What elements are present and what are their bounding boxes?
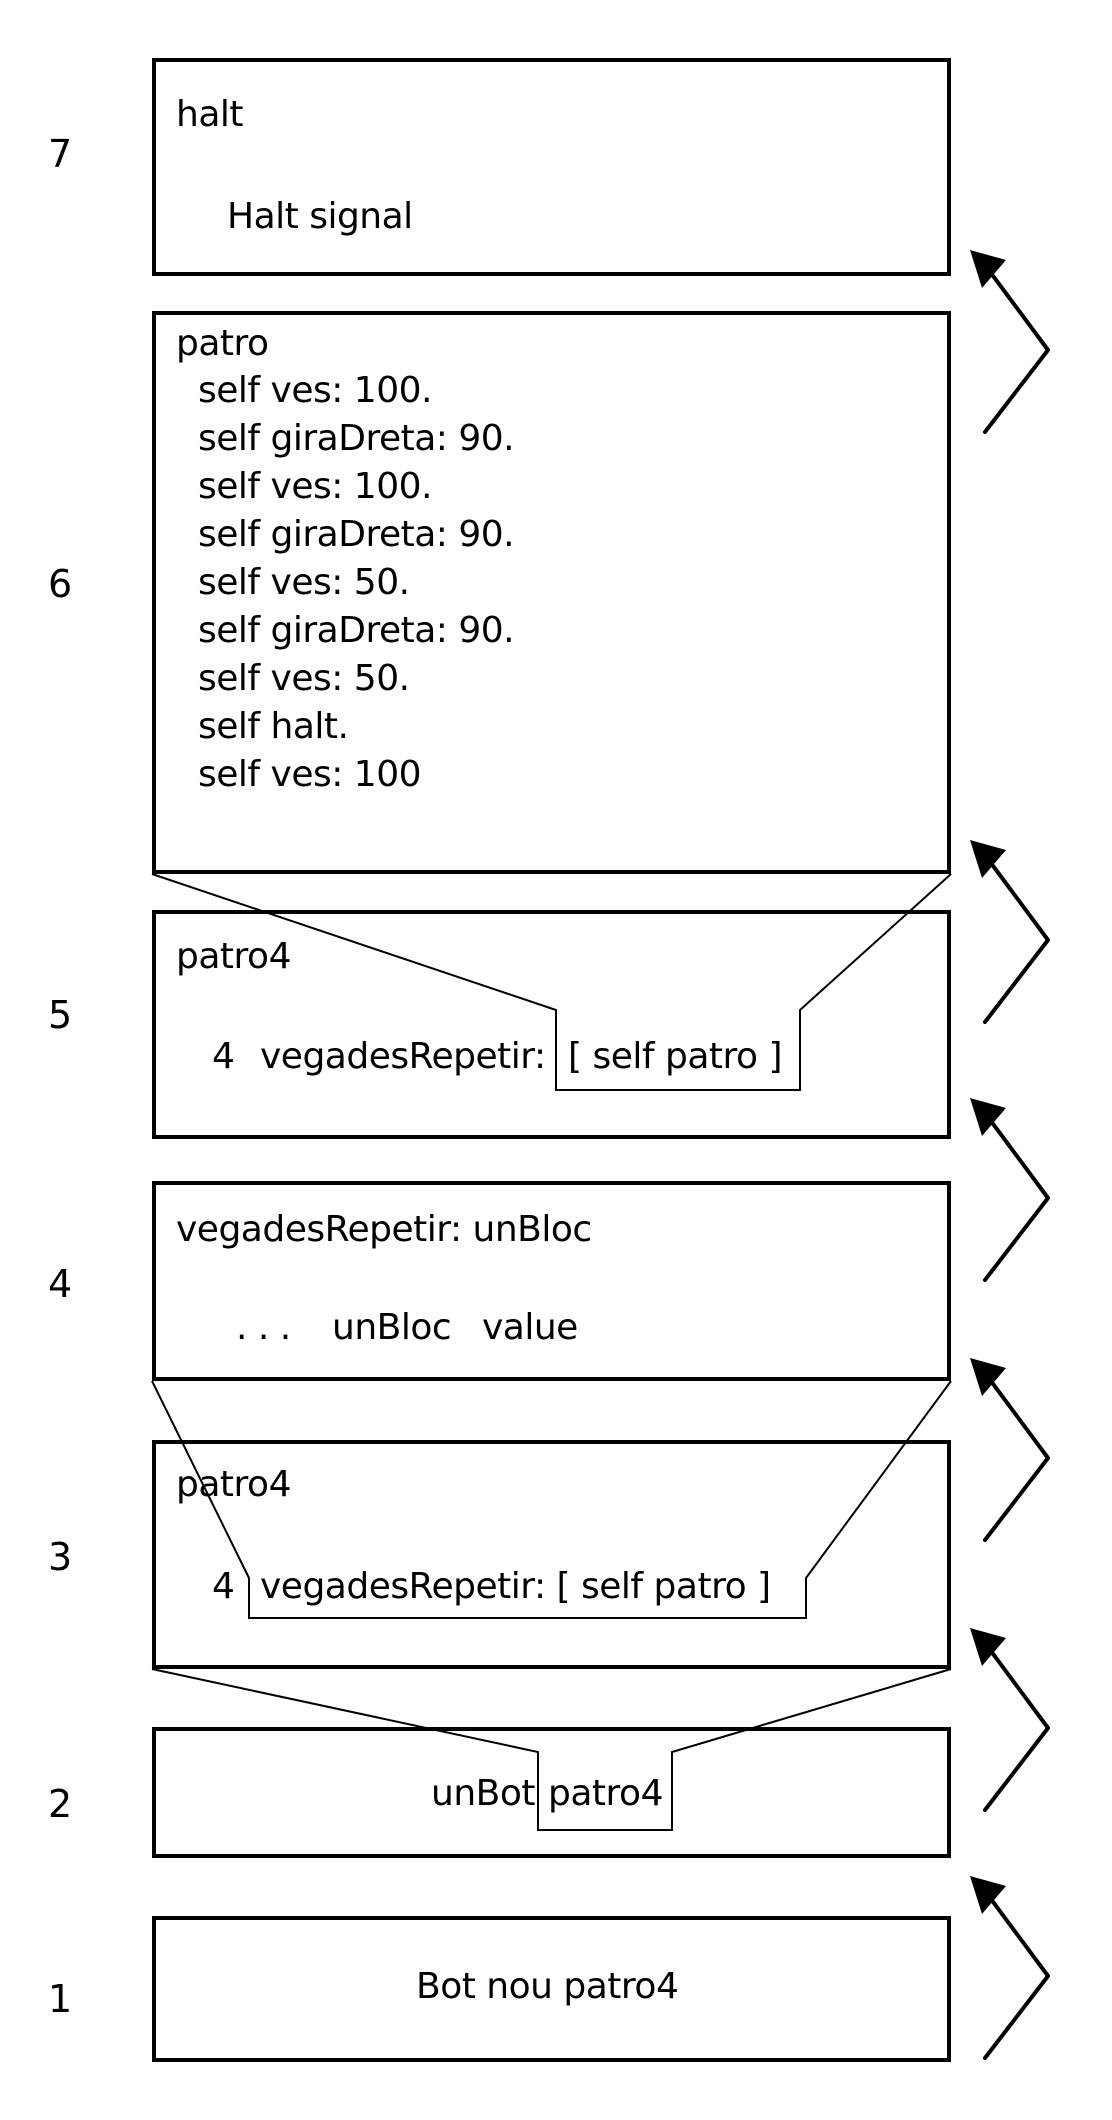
frame-6-line: self giraDreta: 90. bbox=[198, 418, 515, 459]
frame-6-line: self giraDreta: 90. bbox=[198, 610, 515, 651]
frame-7-halt: halt Halt signal bbox=[152, 58, 951, 276]
frame-6-patro: patro self ves: 100. self giraDreta: 90.… bbox=[152, 311, 951, 874]
arrowhead-icon bbox=[970, 840, 1006, 878]
level-1-number: 1 bbox=[48, 1977, 73, 2021]
arrowhead-icon bbox=[970, 1876, 1006, 1914]
return-arrow-icon bbox=[983, 1111, 1050, 1282]
arrowhead-icon bbox=[970, 1358, 1006, 1396]
frame-6-line: self ves: 100. bbox=[198, 466, 432, 507]
frame-6-line: self ves: 50. bbox=[198, 658, 410, 699]
return-arrow-icon bbox=[983, 1371, 1050, 1542]
frame-5-count: 4 bbox=[212, 1036, 235, 1077]
arrowhead-icon bbox=[970, 1098, 1006, 1136]
frame-5-patro4: patro4 4 vegadesRepetir: [ self patro ] bbox=[152, 910, 951, 1139]
frame-4-selector: value bbox=[482, 1307, 578, 1348]
frame-6-line: self halt. bbox=[198, 706, 349, 747]
frame-3-patro4: patro4 4 vegadesRepetir: [ self patro ] bbox=[152, 1440, 951, 1669]
frame-4-arg: unBloc bbox=[332, 1307, 452, 1348]
level-6-number: 6 bbox=[48, 562, 73, 606]
frame-2-receiver: unBot bbox=[431, 1773, 535, 1814]
frame-5-block-outline bbox=[151, 873, 952, 1091]
frame-2-send: unBot patro4 bbox=[152, 1727, 951, 1858]
level-2-number: 2 bbox=[48, 1782, 73, 1826]
frame-1-expression-text: Bot nou patro4 bbox=[416, 1966, 679, 2007]
frame-6-line: self ves: 50. bbox=[198, 562, 410, 603]
frame-6-line: self ves: 100 bbox=[198, 754, 422, 795]
frame-2-message: patro4 bbox=[548, 1773, 663, 1814]
frame-5-message: vegadesRepetir: bbox=[260, 1036, 546, 1077]
return-arrow-icon bbox=[983, 1889, 1050, 2060]
frame-6-line: self giraDreta: 90. bbox=[198, 514, 515, 555]
frame-4-dots: . . . bbox=[236, 1307, 291, 1348]
frame-7-title: halt bbox=[176, 94, 244, 135]
frame-7-body: Halt signal bbox=[227, 196, 413, 237]
return-arrow-icon bbox=[983, 853, 1050, 1024]
frame-3-message-outline bbox=[151, 1380, 952, 1619]
frame-5-title: patro4 bbox=[176, 936, 291, 977]
level-7-number: 7 bbox=[48, 132, 73, 176]
frame-6-line: self ves: 100. bbox=[198, 370, 432, 411]
level-5-number: 5 bbox=[48, 993, 73, 1037]
frame-1-expression: Bot nou patro4 bbox=[152, 1916, 951, 2062]
return-arrow-icon bbox=[983, 263, 1050, 434]
frame-4-title: vegadesRepetir: unBloc bbox=[176, 1209, 592, 1250]
level-3-number: 3 bbox=[48, 1535, 73, 1579]
level-4-number: 4 bbox=[48, 1262, 73, 1306]
return-arrow-icon bbox=[983, 1641, 1050, 1812]
arrowhead-icon bbox=[970, 1628, 1006, 1666]
frame-2-message-outline bbox=[151, 1668, 952, 1831]
frame-6-title: patro bbox=[176, 323, 269, 364]
frame-5-block: [ self patro ] bbox=[568, 1036, 783, 1077]
frame-3-message: vegadesRepetir: [ self patro ] bbox=[260, 1566, 771, 1607]
frame-4-vegadesRepetir: vegadesRepetir: unBloc . . . unBloc valu… bbox=[152, 1181, 951, 1381]
arrowhead-icon bbox=[970, 250, 1006, 288]
frame-3-count: 4 bbox=[212, 1566, 235, 1607]
